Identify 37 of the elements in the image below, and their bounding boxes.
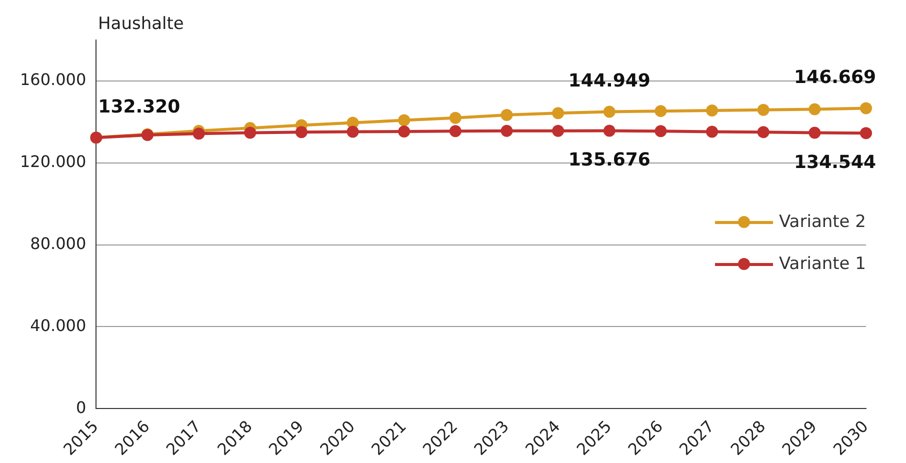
point — [654, 105, 667, 118]
point — [808, 103, 821, 116]
point — [757, 126, 770, 138]
y-tick-label: 0 — [76, 398, 86, 417]
point — [244, 126, 256, 139]
y-tick-label: 120.000 — [20, 152, 86, 172]
point — [860, 102, 872, 114]
y-tick-label: 80.000 — [30, 234, 86, 253]
data-label: 146.669 — [794, 66, 876, 88]
data-label: 132.320 — [98, 96, 180, 118]
point — [552, 107, 564, 120]
point — [654, 125, 667, 138]
point — [500, 124, 513, 137]
point — [398, 114, 410, 126]
point — [398, 126, 410, 138]
point — [706, 126, 718, 138]
point — [552, 124, 564, 137]
y-axis-title: Haushalte — [98, 14, 184, 34]
point — [860, 127, 872, 140]
legend-label: Variante 1 — [779, 254, 866, 274]
point — [500, 108, 513, 121]
point — [603, 124, 616, 137]
point — [346, 126, 359, 138]
point — [808, 126, 821, 139]
point — [603, 106, 616, 118]
point — [757, 104, 770, 116]
data-label: 134.544 — [794, 152, 876, 173]
point — [449, 125, 462, 138]
y-tick-label: 160.000 — [20, 70, 86, 90]
point — [192, 128, 205, 140]
y-tick-label: 40.000 — [30, 316, 86, 335]
point — [295, 126, 308, 138]
point — [449, 112, 462, 124]
legend-label: Variante 2 — [779, 212, 866, 232]
data-label: 135.676 — [568, 149, 650, 170]
point — [706, 104, 718, 116]
data-label: 144.949 — [568, 70, 650, 92]
